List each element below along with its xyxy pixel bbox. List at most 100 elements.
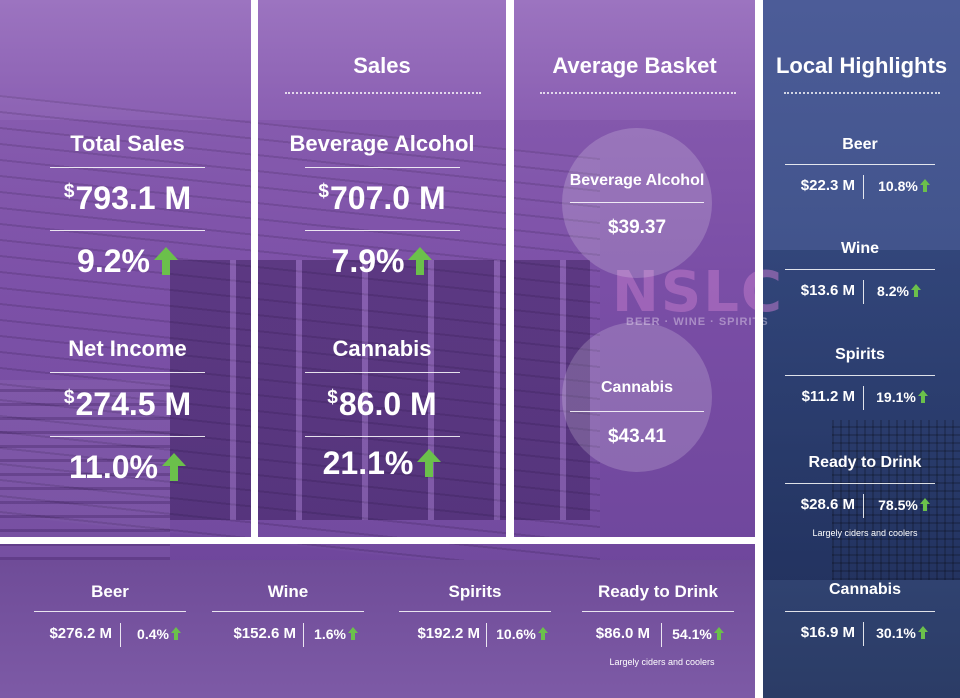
gutter-vertical-1 bbox=[251, 0, 258, 543]
basket-beverage-label: Beverage Alcohol bbox=[569, 172, 705, 189]
category-change: 10.6% bbox=[489, 626, 555, 642]
separator bbox=[303, 623, 304, 647]
divider bbox=[305, 372, 460, 373]
up-arrow-icon bbox=[713, 627, 724, 640]
beverage-basket-circle bbox=[562, 128, 712, 278]
cannabis-change: 21.1% bbox=[258, 445, 506, 482]
separator bbox=[661, 623, 662, 647]
category-change: 54.1% bbox=[664, 626, 732, 642]
separator bbox=[486, 623, 487, 647]
divider bbox=[50, 436, 205, 437]
divider bbox=[582, 611, 734, 612]
divider bbox=[399, 611, 551, 612]
local-note: Largely ciders and coolers bbox=[812, 528, 918, 538]
net-income-change: 11.0% bbox=[40, 449, 215, 486]
total-sales-label: Total Sales bbox=[70, 131, 185, 156]
total-sales-value: $793.1 M bbox=[63, 180, 192, 216]
category-value: $86.0 M bbox=[595, 625, 650, 642]
up-arrow-icon bbox=[917, 626, 928, 639]
basket-beverage-value: $39.37 bbox=[607, 217, 667, 238]
local-change: 30.1% bbox=[866, 625, 938, 641]
up-arrow-icon bbox=[153, 247, 178, 275]
local-label: Beer bbox=[842, 136, 878, 153]
basket-cannabis-value: $43.41 bbox=[607, 426, 667, 447]
separator bbox=[863, 494, 864, 518]
up-arrow-icon bbox=[347, 627, 358, 640]
basket-cannabis-label: Cannabis bbox=[600, 379, 673, 396]
separator bbox=[863, 622, 864, 646]
local-value: $16.9 M bbox=[800, 624, 855, 641]
divider bbox=[570, 411, 704, 412]
stone-wall bbox=[0, 380, 170, 560]
local-highlights-title: Local Highlights bbox=[775, 53, 948, 78]
cannabis-label: Cannabis bbox=[332, 336, 432, 361]
local-value: $22.3 M bbox=[800, 177, 855, 194]
divider bbox=[570, 202, 704, 203]
up-arrow-icon bbox=[917, 390, 928, 403]
category-change: 0.4% bbox=[124, 626, 194, 642]
total-sales-change: 9.2% bbox=[40, 243, 215, 280]
local-change: 10.8% bbox=[866, 178, 942, 194]
logo-wordmark: NSLC bbox=[612, 260, 784, 325]
divider bbox=[305, 230, 460, 231]
brick-wall bbox=[832, 420, 960, 580]
separator bbox=[863, 386, 864, 410]
local-value: $13.6 M bbox=[800, 282, 855, 299]
divider bbox=[785, 611, 935, 612]
local-label: Wine bbox=[840, 240, 880, 257]
net-income-label: Net Income bbox=[68, 336, 187, 361]
up-arrow-icon bbox=[919, 179, 930, 192]
local-change: 78.5% bbox=[866, 497, 942, 513]
divider bbox=[50, 230, 205, 231]
storefront-windows bbox=[170, 260, 590, 520]
separator bbox=[863, 175, 864, 199]
dotted-divider bbox=[540, 92, 736, 94]
category-note: Largely ciders and coolers bbox=[609, 657, 715, 667]
beverage-alcohol-value: $707.0 M bbox=[318, 180, 446, 216]
up-arrow-icon bbox=[919, 498, 930, 511]
sales-title: Sales bbox=[353, 53, 411, 78]
divider bbox=[305, 167, 460, 168]
divider bbox=[785, 269, 935, 270]
local-change: 8.2% bbox=[866, 283, 932, 299]
local-label: Spirits bbox=[835, 346, 885, 363]
up-arrow-icon bbox=[161, 453, 186, 481]
category-label: Spirits bbox=[448, 582, 502, 601]
local-label: Cannabis bbox=[828, 581, 901, 598]
building-facade bbox=[762, 250, 960, 580]
dotted-divider bbox=[285, 92, 481, 94]
local-value: $28.6 M bbox=[800, 496, 855, 513]
average-basket-title: Average Basket bbox=[552, 53, 717, 78]
divider bbox=[305, 436, 460, 437]
beverage-alcohol-label: Beverage Alcohol bbox=[289, 131, 475, 156]
category-value: $276.2 M bbox=[49, 625, 112, 642]
up-arrow-icon bbox=[170, 627, 181, 640]
gutter-vertical-2 bbox=[506, 0, 514, 543]
divider bbox=[212, 611, 364, 612]
gutter-vertical-3 bbox=[755, 0, 763, 698]
right-panel-background bbox=[762, 0, 960, 698]
local-change: 19.1% bbox=[866, 389, 938, 405]
net-income-value: $274.5 M bbox=[63, 386, 192, 422]
divider bbox=[50, 372, 205, 373]
up-arrow-icon bbox=[910, 284, 921, 297]
category-label: Ready to Drink bbox=[598, 582, 718, 601]
divider bbox=[50, 167, 205, 168]
local-label: Ready to Drink bbox=[808, 454, 922, 471]
dotted-divider bbox=[784, 92, 940, 94]
separator bbox=[863, 280, 864, 304]
category-value: $152.6 M bbox=[233, 625, 296, 642]
category-change: 1.6% bbox=[306, 626, 366, 642]
local-value: $11.2 M bbox=[801, 388, 855, 405]
divider bbox=[785, 483, 935, 484]
logo-tagline: BEER · WINE · SPIRITS bbox=[626, 316, 769, 328]
cannabis-basket-circle bbox=[562, 322, 712, 472]
nslc-logo: NSLC BEER · WINE · SPIRITS bbox=[612, 260, 782, 340]
divider bbox=[785, 375, 935, 376]
separator bbox=[120, 623, 121, 647]
cannabis-value: $86.0 M bbox=[327, 386, 437, 422]
gutter-horizontal bbox=[0, 537, 762, 544]
category-label: Beer bbox=[91, 582, 129, 601]
divider bbox=[785, 164, 935, 165]
